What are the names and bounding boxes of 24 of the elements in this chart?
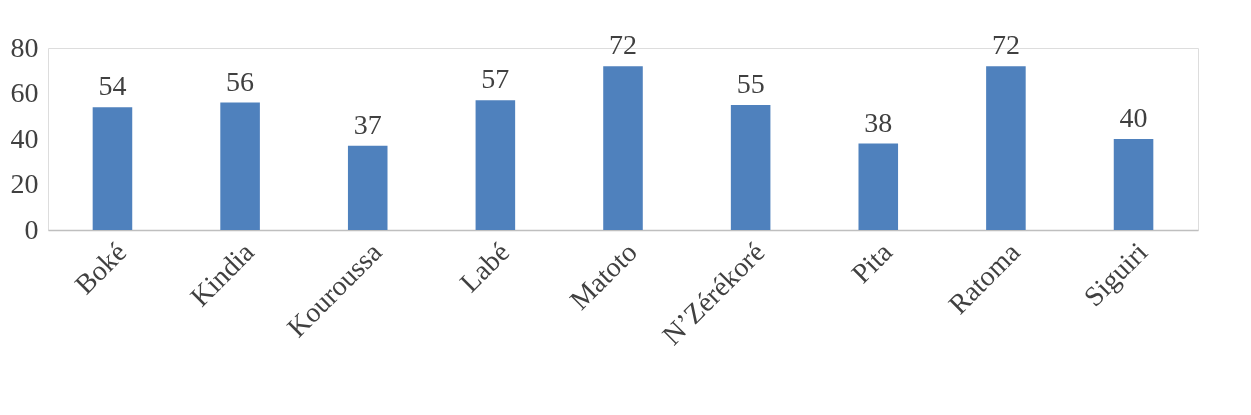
data-label: 72 xyxy=(609,29,637,61)
bar xyxy=(347,145,388,230)
bar xyxy=(603,66,643,230)
y-tick-label: 40 xyxy=(10,122,39,154)
bar xyxy=(1113,139,1154,230)
data-label: 37 xyxy=(353,108,382,140)
data-label: 56 xyxy=(226,65,255,97)
data-label: 40 xyxy=(1119,102,1148,133)
data-label: 54 xyxy=(98,70,127,102)
bar xyxy=(986,66,1026,230)
bar xyxy=(730,104,771,230)
data-label: 38 xyxy=(864,106,893,138)
data-label: 72 xyxy=(991,29,1020,61)
bar xyxy=(858,143,899,230)
data-label: 57 xyxy=(481,63,510,95)
x-tick-label: Pita xyxy=(845,235,899,290)
y-tick-label: 60 xyxy=(10,77,39,108)
data-label: 55 xyxy=(736,67,765,99)
bar xyxy=(220,102,260,230)
y-tick-label: 0 xyxy=(24,213,39,245)
y-tick-label: 80 xyxy=(10,31,39,63)
y-tick-label: 20 xyxy=(10,168,39,199)
bar xyxy=(92,107,133,230)
bar xyxy=(475,100,516,230)
